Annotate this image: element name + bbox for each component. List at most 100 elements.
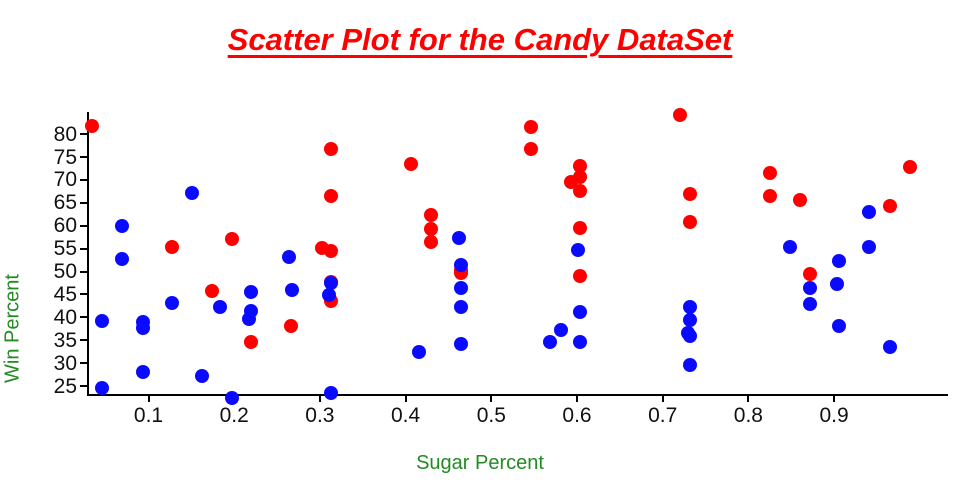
data-point (782, 240, 797, 255)
data-point (803, 281, 818, 295)
data-point (573, 269, 588, 284)
y-tick-label: 35 (53, 328, 77, 352)
data-point (324, 243, 339, 258)
y-tick-label: 25 (53, 374, 77, 398)
data-point (882, 340, 897, 355)
y-axis-label: Win Percent (1, 274, 24, 383)
data-point (762, 166, 777, 181)
data-point (185, 186, 200, 201)
data-point (95, 314, 110, 329)
data-point (84, 118, 99, 133)
data-point (672, 107, 687, 122)
data-point (241, 312, 256, 327)
data-point (543, 335, 558, 350)
data-point (683, 328, 698, 343)
data-point (832, 319, 847, 334)
data-point (283, 319, 298, 334)
data-point (683, 312, 698, 327)
data-point (683, 186, 698, 201)
x-tick-label: 0.5 (476, 404, 506, 427)
data-point (454, 337, 469, 352)
x-tick-label: 0.4 (390, 404, 421, 427)
y-axis-line (87, 112, 89, 396)
x-tick-label: 0.8 (733, 404, 763, 427)
data-point (164, 239, 179, 254)
data-point (902, 159, 917, 174)
data-point (762, 188, 777, 203)
x-tick-mark (747, 396, 750, 402)
data-point (570, 242, 585, 257)
data-point (862, 240, 877, 255)
data-point (553, 322, 568, 337)
y-tick-mark (80, 247, 87, 250)
data-point (454, 281, 469, 295)
y-tick-label: 75 (53, 145, 77, 169)
data-point (424, 234, 439, 249)
data-point (95, 381, 110, 396)
y-tick-mark (80, 293, 87, 296)
data-point (282, 250, 297, 265)
data-point (829, 277, 844, 292)
data-point (683, 299, 698, 314)
x-tick-label: 0.3 (305, 404, 335, 427)
data-point (424, 208, 439, 223)
data-point (324, 276, 339, 291)
x-tick-label: 0.1 (133, 404, 164, 427)
data-point (424, 222, 439, 237)
data-point (135, 320, 150, 335)
data-point (803, 266, 818, 281)
data-point (412, 344, 427, 359)
data-point (454, 300, 469, 315)
y-tick-mark (80, 270, 87, 273)
data-point (324, 386, 339, 401)
x-tick-mark (576, 396, 578, 402)
data-point (862, 204, 877, 219)
y-tick-label: 65 (53, 191, 77, 215)
y-tick-mark (80, 201, 87, 204)
data-point (573, 183, 588, 198)
x-tick-mark (147, 396, 150, 402)
x-axis-label: Sugar Percent (416, 452, 544, 474)
x-tick-label: 0.9 (819, 404, 849, 427)
data-point (683, 215, 698, 230)
x-axis-line (87, 394, 948, 396)
y-tick-label: 80 (53, 122, 77, 146)
data-point (224, 390, 239, 405)
data-point (135, 364, 150, 379)
y-tick-mark (80, 224, 87, 227)
y-tick-mark (80, 339, 87, 342)
data-point (324, 141, 339, 156)
data-point (164, 296, 179, 311)
x-tick-mark (318, 396, 321, 402)
data-point (322, 287, 337, 302)
y-tick-label: 40 (53, 305, 77, 329)
data-point (803, 297, 818, 312)
y-tick-label: 50 (53, 260, 77, 284)
data-point (284, 282, 299, 297)
data-point (194, 368, 209, 383)
data-point (792, 192, 807, 207)
data-point (454, 258, 469, 273)
data-point (832, 253, 847, 268)
data-point (573, 220, 588, 235)
data-point (114, 251, 129, 266)
data-point (244, 334, 259, 349)
x-tick-mark (833, 396, 836, 402)
data-point (683, 357, 698, 372)
data-point (324, 189, 339, 204)
x-tick-mark (490, 396, 493, 402)
y-tick-label: 55 (53, 237, 77, 261)
data-point (204, 284, 219, 299)
y-tick-mark (80, 133, 87, 136)
y-tick-label: 60 (53, 214, 77, 238)
x-tick-label: 0.6 (562, 404, 592, 427)
x-tick-mark (404, 396, 407, 402)
data-point (244, 285, 259, 300)
data-point (523, 142, 538, 157)
x-tick-label: 0.7 (648, 404, 678, 427)
chart-title: Scatter Plot for the Candy DataSet (227, 22, 733, 57)
y-tick-label: 70 (53, 168, 77, 192)
x-tick-label: 0.2 (219, 404, 249, 427)
y-tick-mark (80, 362, 87, 365)
